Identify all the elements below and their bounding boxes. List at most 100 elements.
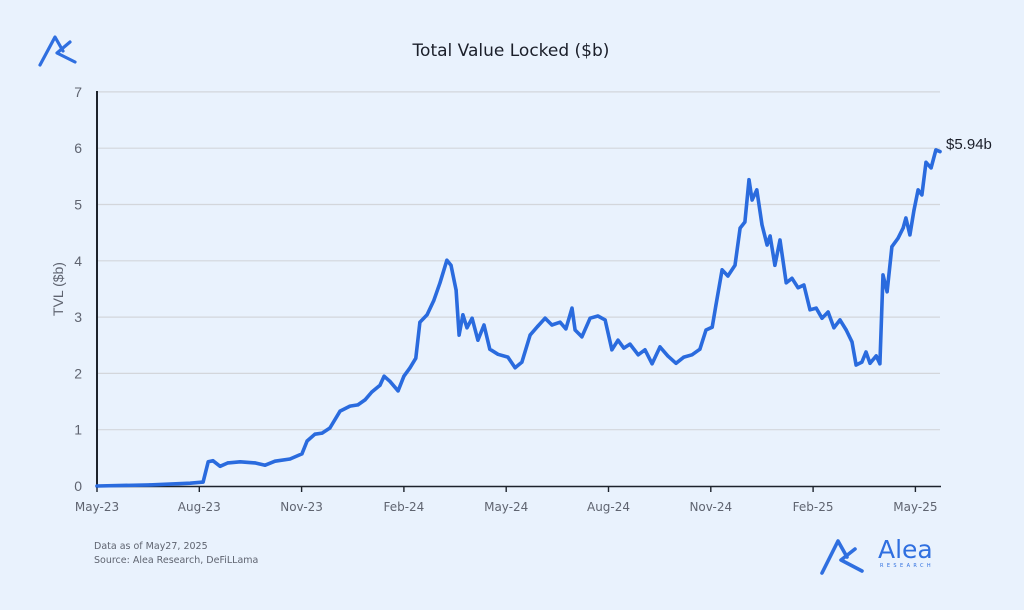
data-point bbox=[513, 366, 517, 370]
data-point bbox=[520, 360, 524, 364]
data-point bbox=[476, 338, 480, 342]
data-point bbox=[704, 328, 708, 332]
data-point bbox=[844, 328, 848, 332]
data-point bbox=[218, 464, 222, 468]
data-point bbox=[382, 374, 386, 378]
data-point bbox=[802, 283, 806, 287]
data-point bbox=[885, 290, 889, 294]
data-point bbox=[755, 188, 759, 192]
data-point bbox=[338, 409, 342, 413]
y-tick-label: 1 bbox=[74, 422, 82, 438]
data-point bbox=[408, 366, 412, 370]
data-point bbox=[273, 459, 277, 463]
data-point bbox=[461, 313, 465, 317]
data-point bbox=[438, 281, 442, 285]
data-point bbox=[465, 326, 469, 330]
data-point bbox=[370, 390, 374, 394]
chart-title: Total Value Locked ($b) bbox=[412, 41, 610, 61]
x-tick-label: May-25 bbox=[893, 500, 937, 514]
data-point bbox=[747, 178, 751, 182]
data-point bbox=[768, 234, 772, 238]
data-point bbox=[881, 273, 885, 277]
alea-logo-icon bbox=[818, 536, 872, 581]
data-point bbox=[890, 245, 894, 249]
data-point bbox=[908, 233, 912, 237]
data-point bbox=[580, 335, 584, 339]
data-point bbox=[201, 480, 205, 484]
data-point bbox=[558, 320, 562, 324]
x-axis-ticks: May-23 Aug-23 Nov-23 Feb-24 May-24 Aug-24 Nov-… bbox=[75, 486, 938, 514]
data-point bbox=[432, 298, 436, 302]
data-point bbox=[650, 362, 654, 366]
data-point bbox=[820, 316, 824, 320]
data-point bbox=[238, 460, 242, 464]
data-point bbox=[482, 323, 486, 327]
data-point bbox=[305, 439, 309, 443]
data-point bbox=[300, 452, 304, 456]
y-tick-label: 0 bbox=[74, 478, 82, 494]
data-point bbox=[596, 314, 600, 318]
brand-name: Alea bbox=[878, 535, 933, 564]
data-point bbox=[263, 463, 267, 467]
data-point bbox=[929, 166, 933, 170]
data-point bbox=[536, 324, 540, 328]
data-point bbox=[778, 238, 782, 242]
data-point bbox=[356, 403, 360, 407]
data-point bbox=[674, 361, 678, 365]
data-point bbox=[896, 236, 900, 240]
data-point bbox=[488, 347, 492, 351]
data-point bbox=[808, 308, 812, 312]
data-point bbox=[573, 328, 577, 332]
data-point bbox=[904, 216, 908, 220]
data-point bbox=[698, 347, 702, 351]
data-point bbox=[188, 481, 192, 485]
latest-value-label: $5.94b bbox=[946, 136, 992, 153]
alea-logo-icon bbox=[36, 32, 84, 73]
data-point bbox=[760, 223, 764, 227]
data-point bbox=[901, 226, 905, 230]
data-point bbox=[211, 459, 215, 463]
data-point bbox=[528, 333, 532, 337]
data-point bbox=[603, 318, 607, 322]
brand-subtitle: RESEARCH bbox=[880, 563, 935, 569]
y-tick-label: 6 bbox=[74, 140, 82, 156]
data-point bbox=[738, 226, 742, 230]
tvl-data-points bbox=[95, 148, 942, 488]
data-point bbox=[832, 326, 836, 330]
y-axis-label: TVL ($b) bbox=[50, 262, 66, 316]
data-point bbox=[920, 193, 924, 197]
y-tick-label: 4 bbox=[74, 253, 82, 269]
data-point bbox=[328, 426, 332, 430]
footnote: Data as of May27, 2025 Source: Alea Rese… bbox=[94, 540, 258, 568]
x-tick-label: May-23 bbox=[75, 500, 119, 514]
data-point bbox=[743, 220, 747, 224]
data-point bbox=[445, 258, 449, 262]
x-tick-label: Feb-24 bbox=[383, 500, 424, 514]
data-point bbox=[388, 379, 392, 383]
data-point bbox=[402, 374, 406, 378]
data-point bbox=[363, 398, 367, 402]
data-point bbox=[253, 461, 257, 465]
data-point bbox=[636, 353, 640, 357]
y-tick-label: 7 bbox=[74, 84, 82, 100]
data-point bbox=[784, 281, 788, 285]
data-point bbox=[826, 310, 830, 314]
data-point bbox=[378, 383, 382, 387]
data-point bbox=[733, 263, 737, 267]
x-tick-label: Feb-25 bbox=[793, 500, 834, 514]
data-point bbox=[506, 355, 510, 359]
data-point bbox=[912, 208, 916, 212]
data-point bbox=[814, 306, 818, 310]
data-point bbox=[924, 160, 928, 164]
y-tick-label: 2 bbox=[74, 365, 82, 381]
data-point bbox=[938, 150, 942, 154]
y-tick-label: 5 bbox=[74, 197, 82, 213]
data-point bbox=[628, 342, 632, 346]
data-point bbox=[765, 243, 769, 247]
data-point bbox=[616, 338, 620, 342]
data-point bbox=[796, 286, 800, 290]
data-point bbox=[690, 353, 694, 357]
data-point bbox=[496, 352, 500, 356]
data-point bbox=[868, 361, 872, 365]
data-point bbox=[714, 303, 718, 307]
